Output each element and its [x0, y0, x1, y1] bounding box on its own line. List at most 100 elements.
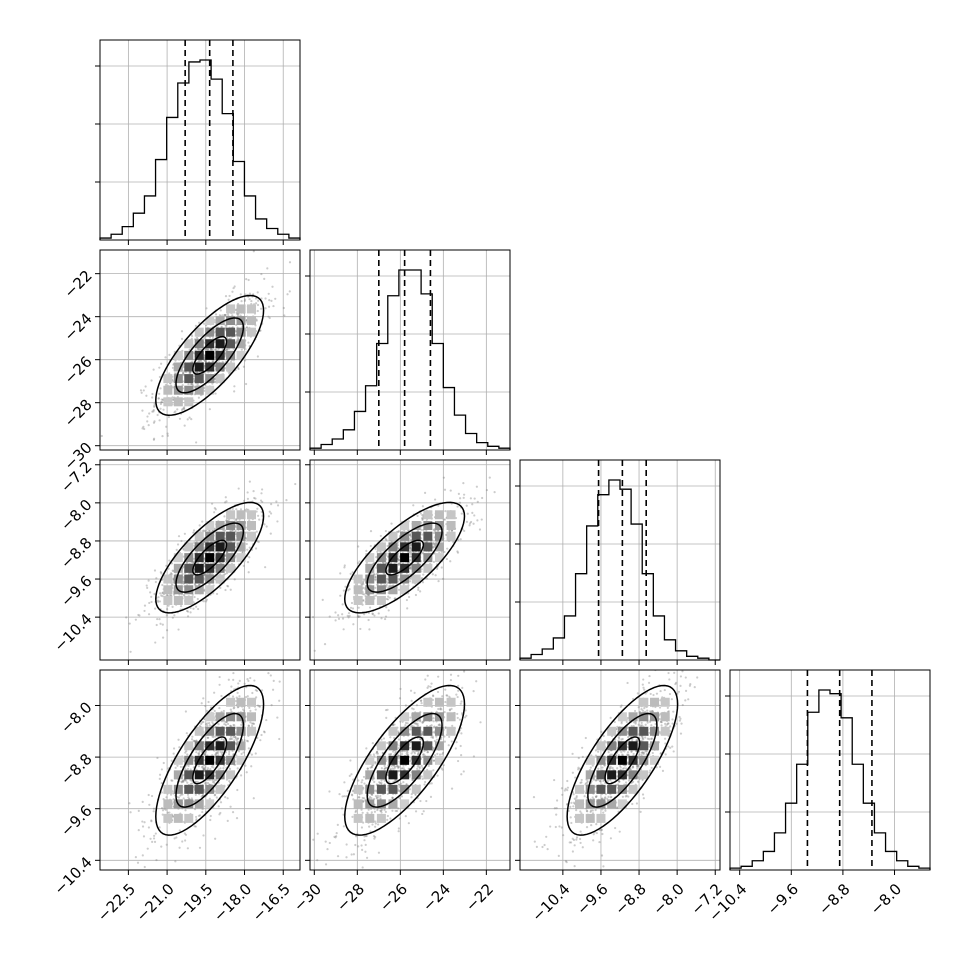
- scatter-point: [430, 782, 433, 785]
- scatter-point: [157, 397, 160, 400]
- scatter-point: [236, 313, 239, 316]
- scatter-point: [371, 613, 375, 616]
- scatter-point: [604, 796, 607, 799]
- scatter-point: [182, 582, 185, 585]
- scatter-point: [153, 569, 157, 572]
- scatter-point: [386, 792, 389, 795]
- scatter-point: [203, 768, 206, 772]
- scatter-point: [178, 417, 182, 420]
- scatter-point: [202, 767, 205, 770]
- scatter-point: [226, 348, 229, 352]
- scatter-point: [187, 764, 190, 767]
- scatter-point: [172, 747, 176, 750]
- scatter-point: [417, 752, 420, 755]
- scatter-point: [465, 504, 468, 507]
- scatter-point: [386, 818, 389, 821]
- scatter-point: [205, 347, 208, 350]
- scatter-point: [363, 835, 366, 838]
- scatter-point: [350, 601, 354, 605]
- scatter-point: [183, 406, 186, 409]
- scatter-point: [247, 747, 250, 750]
- scatter-point: [455, 693, 458, 696]
- scatter-point: [460, 512, 463, 515]
- scatter-point: [394, 751, 397, 754]
- scatter-point: [373, 780, 376, 783]
- scatter-point: [461, 686, 464, 689]
- scatter-point: [462, 482, 465, 485]
- scatter-point: [243, 721, 246, 724]
- scatter-point: [228, 540, 231, 543]
- scatter-point: [361, 796, 364, 800]
- scatter-point: [432, 717, 435, 720]
- scatter-point: [161, 400, 164, 404]
- scatter-point: [334, 611, 337, 614]
- scatter-point: [229, 724, 232, 727]
- scatter-point: [177, 535, 181, 538]
- scatter-point: [432, 542, 435, 545]
- scatter-point: [155, 623, 158, 627]
- scatter-point: [215, 796, 218, 799]
- scatter-point: [363, 839, 366, 842]
- scatter-point: [260, 651, 262, 653]
- scatter-point: [384, 529, 387, 533]
- scatter-point: [438, 753, 442, 756]
- scatter-point: [161, 623, 164, 626]
- scatter-point: [351, 571, 354, 574]
- scatter-point: [438, 723, 441, 726]
- scatter-point: [398, 562, 401, 565]
- scatter-point: [203, 562, 206, 565]
- scatter-point: [171, 386, 175, 389]
- scatter-point: [246, 548, 249, 551]
- scatter-point: [211, 735, 214, 738]
- scatter-point: [250, 722, 254, 725]
- scatter-point: [140, 391, 143, 394]
- scatter-point: [141, 854, 144, 857]
- scatter-point: [239, 774, 243, 777]
- scatter-point: [420, 568, 423, 571]
- scatter-point: [206, 348, 210, 351]
- scatter-point: [278, 680, 281, 683]
- scatter-point: [227, 298, 230, 301]
- scatter-point: [448, 709, 452, 712]
- scatter-point: [228, 779, 231, 783]
- scatter-point: [259, 499, 263, 502]
- scatter-point: [626, 751, 630, 754]
- scatter-point: [431, 698, 435, 702]
- scatter-point: [217, 723, 220, 726]
- scatter-point: [432, 528, 435, 532]
- scatter-point: [248, 298, 251, 301]
- scatter-point: [357, 615, 360, 619]
- scatter-point: [152, 408, 155, 412]
- scatter-point: [397, 827, 400, 830]
- scatter-point: [592, 833, 595, 836]
- scatter-point: [447, 744, 450, 747]
- scatter-point: [407, 822, 410, 825]
- scatter-point: [385, 554, 388, 557]
- scatter-point: [219, 811, 222, 815]
- scatter-point: [429, 685, 432, 688]
- scatter-point: [336, 823, 339, 826]
- scatter-point: [215, 778, 218, 782]
- scatter-point: [214, 508, 217, 511]
- scatter-point: [397, 552, 400, 555]
- scatter-point: [374, 794, 377, 798]
- scatter-point: [351, 790, 355, 793]
- scatter-point: [208, 336, 212, 339]
- scatter-point: [150, 820, 153, 823]
- scatter-point: [174, 766, 177, 769]
- scatter-point: [190, 334, 194, 338]
- scatter-point: [234, 341, 237, 344]
- scatter-point: [397, 574, 400, 577]
- scatter-point: [650, 724, 653, 727]
- scatter-point: [186, 610, 190, 613]
- scatter-point: [144, 385, 147, 388]
- scatter-point: [151, 840, 154, 844]
- scatter-point: [356, 615, 359, 619]
- scatter-point: [271, 285, 274, 288]
- scatter-point: [213, 318, 216, 322]
- scatter-point: [341, 795, 344, 798]
- scatter-point: [397, 754, 400, 757]
- scatter-point: [188, 372, 191, 375]
- scatter-point: [164, 356, 167, 359]
- scatter-point: [247, 341, 250, 344]
